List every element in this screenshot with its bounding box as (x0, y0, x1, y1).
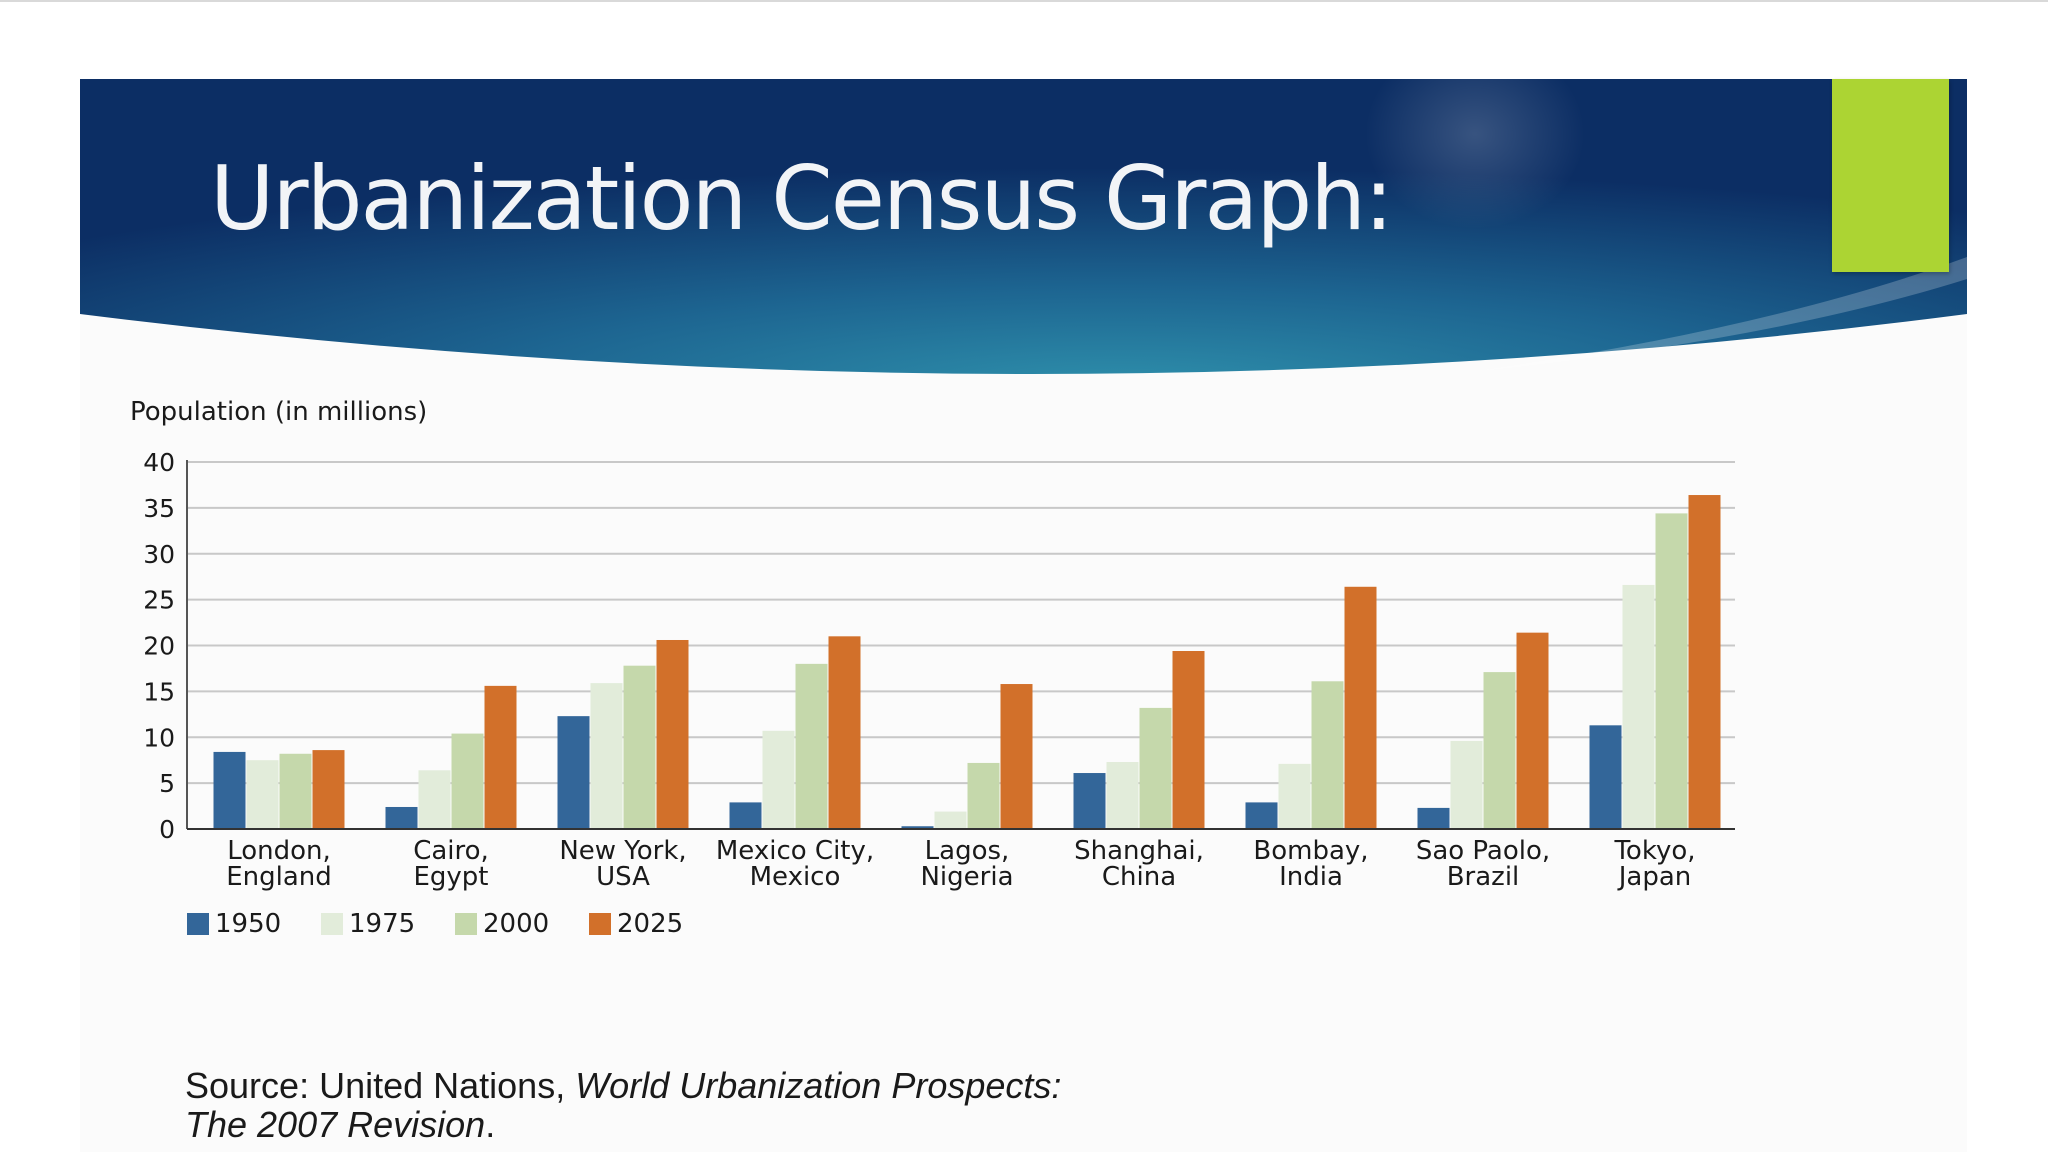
bar-2000-shanghai (1139, 707, 1172, 829)
x-tick-labels: London,England Cairo,Egypt New York,USA Mex… (226, 836, 1695, 892)
x-tick-label: Tokyo, (1613, 836, 1695, 866)
source-work-title-line1: World Urbanization Prospects: (575, 1065, 1062, 1106)
source-suffix: . (485, 1104, 496, 1145)
y-tick-labels: 0 5 10 15 20 25 30 35 40 (143, 448, 175, 844)
x-tick-label: Shanghai, (1074, 836, 1204, 866)
legend-label-1975: 1975 (349, 909, 415, 939)
top-rule (0, 0, 2048, 2)
y-tick-label: 10 (143, 723, 175, 752)
x-tick-label: Brazil (1447, 862, 1520, 892)
axes (186, 460, 1735, 830)
bar-2025-tokyo (1688, 495, 1721, 829)
bar-1950-lagos (901, 826, 934, 829)
bar-1975-lagos (934, 811, 967, 829)
bar-2025-london (312, 750, 345, 829)
bars (213, 495, 1721, 829)
x-tick-label: Sao Paolo, (1416, 836, 1550, 866)
bar-1950-tokyo (1589, 725, 1622, 829)
bar-1950-new-york (557, 716, 590, 829)
bar-1950-london (213, 751, 246, 829)
bar-1975-cairo (418, 770, 451, 829)
bar-2025-bombay (1344, 586, 1377, 829)
bar-2000-mexico-city (795, 663, 828, 829)
x-tick-label: China (1102, 862, 1176, 892)
legend-label-2000: 2000 (483, 909, 549, 939)
y-axis-label: Population (in millions) (130, 397, 427, 427)
bar-2025-shanghai (1172, 651, 1205, 829)
bar-2025-cairo (484, 685, 517, 829)
bar-2000-tokyo (1655, 513, 1688, 829)
bar-2025-mexico-city (828, 636, 861, 829)
y-tick-label: 30 (143, 540, 175, 569)
y-tick-label: 40 (143, 448, 175, 477)
legend-label-1950: 1950 (215, 909, 281, 939)
bar-2000-new-york (623, 665, 656, 829)
x-tick-label: India (1279, 862, 1343, 892)
x-tick-label: Lagos, (925, 836, 1010, 866)
bar-1950-mexico-city (729, 802, 762, 829)
y-tick-label: 35 (143, 494, 175, 523)
x-tick-label: Egypt (413, 862, 488, 892)
bar-2000-cairo (451, 733, 484, 829)
bar-1975-new-york (590, 683, 623, 829)
title-banner (80, 79, 1967, 374)
accent-tab (1832, 79, 1949, 272)
x-tick-label: Bombay, (1253, 836, 1368, 866)
bar-2000-sao-paolo (1483, 672, 1516, 829)
x-tick-label: Nigeria (920, 862, 1013, 892)
y-tick-label: 15 (143, 677, 175, 706)
bar-2025-new-york (656, 639, 689, 829)
y-tick-label: 25 (143, 586, 175, 615)
bar-2000-bombay (1311, 681, 1344, 829)
x-tick-label: England (226, 862, 332, 892)
bar-1975-london (246, 760, 279, 829)
bar-1950-sao-paolo (1417, 807, 1450, 829)
y-tick-label: 20 (143, 632, 175, 661)
bar-1975-mexico-city (762, 730, 795, 829)
x-tick-label: Japan (1617, 862, 1692, 892)
x-tick-label: Mexico City, (716, 836, 874, 866)
y-tick-label: 0 (159, 815, 175, 844)
x-tick-label: New York, (559, 836, 686, 866)
legend-swatch-2025 (589, 913, 611, 935)
legend-swatch-1950 (187, 913, 209, 935)
bar-1975-sao-paolo (1450, 740, 1483, 829)
source-work-title-line2: The 2007 Revision (185, 1104, 486, 1145)
bar-1975-bombay (1278, 763, 1311, 829)
bar-1975-shanghai (1106, 762, 1139, 829)
bar-2025-lagos (1000, 684, 1033, 829)
x-tick-label: USA (596, 862, 650, 892)
bar-1975-tokyo (1622, 584, 1655, 829)
legend-swatch-1975 (321, 913, 343, 935)
bar-1950-shanghai (1073, 773, 1106, 829)
slide: Urbanization Census Graph: (80, 79, 1967, 1152)
source-prefix: Source: United Nations, (185, 1065, 576, 1106)
legend-swatch-2000 (455, 913, 477, 935)
bar-2025-sao-paolo (1516, 632, 1549, 829)
x-tick-label: London, (227, 836, 331, 866)
bar-1950-cairo (385, 806, 418, 829)
source-citation: Source: United Nations, World Urbanizati… (185, 1066, 1061, 1144)
slide-title: Urbanization Census Graph: (210, 147, 1394, 250)
legend: 1950 1975 2000 2025 (187, 909, 683, 939)
bar-1950-bombay (1245, 802, 1278, 829)
bar-2000-lagos (967, 762, 1000, 829)
y-tick-label: 5 (159, 769, 175, 798)
x-tick-label: Cairo, (413, 836, 489, 866)
bar-2000-london (279, 753, 312, 829)
x-tick-label: Mexico (750, 862, 841, 892)
legend-label-2025: 2025 (617, 909, 683, 939)
